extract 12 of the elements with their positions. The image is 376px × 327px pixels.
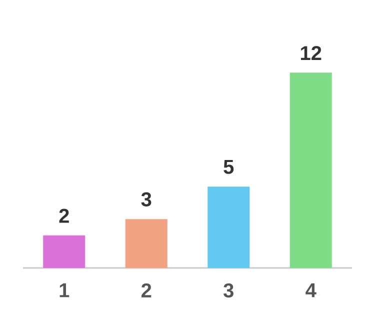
data-label: 12: [301, 46, 322, 60]
x-tick-label: 3: [224, 283, 234, 298]
data-label: 3: [141, 192, 152, 206]
data-label: 5: [224, 160, 234, 174]
x-tick-label: 2: [142, 283, 152, 298]
bar: [208, 186, 250, 268]
bar: [290, 72, 332, 268]
bar: [125, 219, 168, 268]
x-tick-label: 4: [306, 283, 316, 298]
bar: [43, 235, 86, 268]
data-label: 2: [59, 208, 69, 223]
x-tick-label: 1: [60, 283, 70, 298]
